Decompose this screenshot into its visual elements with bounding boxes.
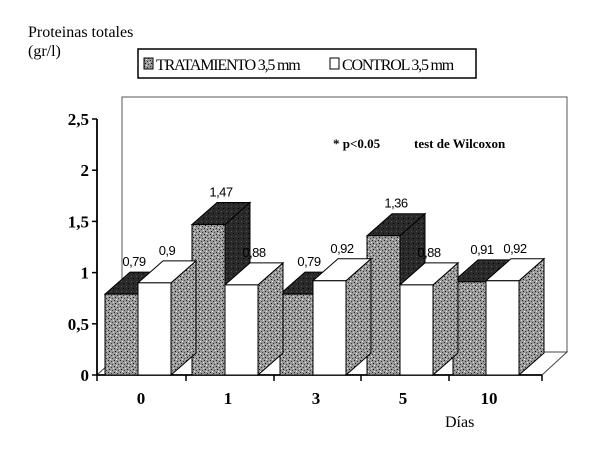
data-label: 1,36: [384, 196, 408, 211]
significance-note: * p<0.05: [333, 136, 381, 151]
bar-front: [137, 282, 172, 376]
bar-front: [191, 223, 226, 376]
y-tick-label: 1,5: [68, 212, 89, 231]
y-axis-unit: (gr/l): [28, 43, 61, 60]
data-label: 0,79: [297, 254, 321, 269]
x-tick-label: 3: [312, 389, 321, 408]
y-tick-label: 2,5: [68, 110, 89, 129]
x-tick-label: 0: [137, 389, 146, 408]
y-tick-label: 0: [81, 366, 90, 385]
data-label: 0,88: [242, 245, 266, 260]
y-tick-label: 2: [81, 161, 90, 180]
data-label: 0,91: [470, 242, 494, 257]
bar-control-3: 0,92: [311, 241, 373, 377]
legend-swatch-treatment: [143, 57, 154, 70]
test-note: test de Wilcoxon: [414, 136, 506, 151]
data-label: 0,9: [159, 243, 176, 258]
bar-control-1: 0,88: [223, 245, 285, 377]
y-tick-label: 1: [81, 264, 90, 283]
bar-front: [366, 235, 401, 376]
bar-front: [485, 280, 520, 376]
legend-label-treatment: TRATAMIENTO 3,5 mm: [156, 57, 301, 74]
bar-front: [312, 280, 347, 376]
bar-control-0: 0,9: [136, 243, 198, 377]
y-ticks: 0 0,5 1 1,5 2 2,5: [68, 110, 97, 385]
bar-control-10: 0,92: [484, 241, 546, 377]
bar-front: [104, 293, 139, 376]
legend-label-control: CONTROL 3,5 mm: [342, 57, 455, 74]
bar-control-5: 0,88: [398, 245, 460, 377]
y-axis-title: Proteinas totales: [28, 24, 133, 41]
bar-front: [224, 284, 259, 376]
x-axis-title: Días: [445, 414, 474, 431]
y-tick-label: 0,5: [68, 315, 89, 334]
x-tick-label: 1: [224, 389, 233, 408]
bars: 0,79 1,47 0,79 1,36 0,91 0,9 0,88 0,92 0,88 0,92: [103, 184, 546, 377]
x-tick-label: 5: [399, 389, 408, 408]
x-tick-label: 10: [481, 389, 498, 408]
data-label: 0,88: [417, 245, 441, 260]
data-label: 0,92: [503, 241, 527, 256]
legend: TRATAMIENTO 3,5 mm CONTROL 3,5 mm: [137, 48, 477, 79]
x-ticks: 0 1 3 5 10: [96, 375, 543, 408]
data-label: 0,92: [330, 241, 354, 256]
data-label: 0,79: [122, 254, 146, 269]
bar-front: [279, 293, 314, 376]
bar-front: [399, 284, 434, 376]
legend-swatch-control: [329, 57, 340, 70]
data-label: 1,47: [209, 184, 233, 199]
